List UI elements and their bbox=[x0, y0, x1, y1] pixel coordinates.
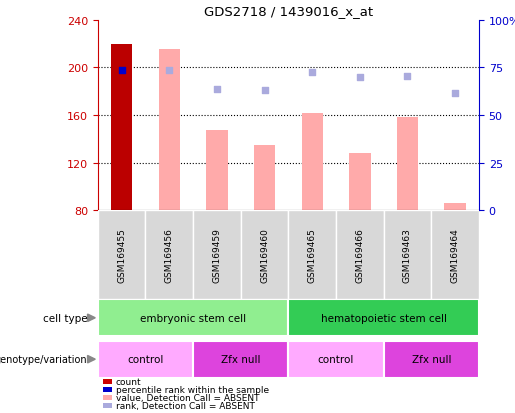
Point bbox=[356, 74, 364, 81]
Text: control: control bbox=[318, 354, 354, 364]
Bar bbox=[288, 211, 336, 299]
Bar bbox=[193, 341, 288, 378]
Point bbox=[308, 69, 316, 76]
Bar bbox=[98, 341, 193, 378]
Text: cell type: cell type bbox=[43, 313, 88, 323]
Text: GSM169463: GSM169463 bbox=[403, 228, 412, 282]
Bar bbox=[241, 211, 288, 299]
Bar bbox=[444, 204, 466, 211]
Text: Zfx null: Zfx null bbox=[221, 354, 261, 364]
Bar bbox=[145, 211, 193, 299]
Point bbox=[403, 73, 411, 80]
Text: count: count bbox=[116, 377, 142, 387]
Bar bbox=[336, 211, 384, 299]
Bar bbox=[254, 145, 276, 211]
Text: GSM169460: GSM169460 bbox=[260, 228, 269, 282]
Text: genotype/variation: genotype/variation bbox=[0, 354, 88, 364]
Text: value, Detection Call = ABSENT: value, Detection Call = ABSENT bbox=[116, 393, 260, 402]
Bar bbox=[193, 211, 241, 299]
Bar bbox=[384, 211, 431, 299]
Point bbox=[165, 67, 174, 74]
Bar bbox=[206, 131, 228, 211]
Text: Zfx null: Zfx null bbox=[411, 354, 451, 364]
Bar bbox=[349, 154, 371, 211]
Title: GDS2718 / 1439016_x_at: GDS2718 / 1439016_x_at bbox=[204, 5, 373, 18]
Text: percentile rank within the sample: percentile rank within the sample bbox=[116, 385, 269, 394]
Bar bbox=[301, 113, 323, 211]
Bar bbox=[288, 299, 479, 337]
Text: hematopoietic stem cell: hematopoietic stem cell bbox=[321, 313, 447, 323]
Bar bbox=[111, 45, 132, 211]
Point bbox=[213, 86, 221, 93]
Bar bbox=[98, 211, 146, 299]
Text: GSM169459: GSM169459 bbox=[213, 228, 221, 282]
Bar bbox=[159, 50, 180, 211]
Bar bbox=[98, 299, 288, 337]
Point bbox=[261, 88, 269, 94]
Text: GSM169466: GSM169466 bbox=[355, 228, 364, 282]
Bar bbox=[431, 211, 479, 299]
Bar bbox=[288, 341, 384, 378]
Text: GSM169456: GSM169456 bbox=[165, 228, 174, 282]
Bar bbox=[384, 341, 479, 378]
Text: GSM169455: GSM169455 bbox=[117, 228, 126, 282]
Text: control: control bbox=[127, 354, 164, 364]
Point bbox=[451, 91, 459, 97]
Text: rank, Detection Call = ABSENT: rank, Detection Call = ABSENT bbox=[116, 401, 255, 410]
Text: embryonic stem cell: embryonic stem cell bbox=[140, 313, 246, 323]
Point bbox=[117, 67, 126, 74]
Text: GSM169464: GSM169464 bbox=[451, 228, 459, 282]
Bar bbox=[397, 118, 418, 211]
Text: GSM169465: GSM169465 bbox=[308, 228, 317, 282]
